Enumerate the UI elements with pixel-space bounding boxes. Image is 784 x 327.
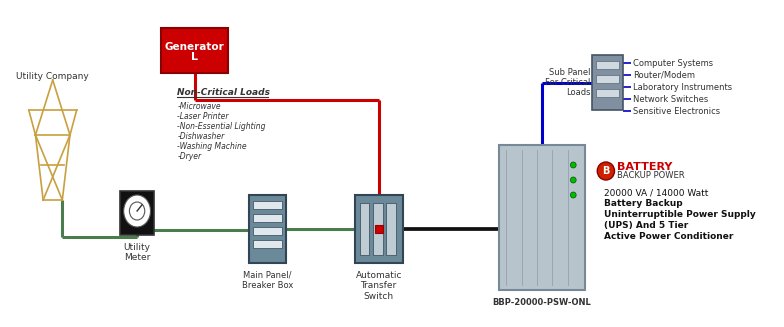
- Text: Utility
Meter: Utility Meter: [124, 243, 151, 262]
- Text: BBP-20000-PSW-ONL: BBP-20000-PSW-ONL: [492, 298, 591, 307]
- Text: Main Panel/
Breaker Box: Main Panel/ Breaker Box: [241, 271, 293, 290]
- Text: -Washing Machine: -Washing Machine: [177, 142, 247, 151]
- Text: -Microwave: -Microwave: [177, 102, 221, 111]
- Text: (UPS) And 5 Tier: (UPS) And 5 Tier: [604, 221, 688, 230]
- FancyBboxPatch shape: [597, 61, 619, 69]
- FancyBboxPatch shape: [593, 55, 623, 110]
- Text: Non-Critical Loads: Non-Critical Loads: [177, 88, 270, 97]
- Ellipse shape: [129, 202, 145, 220]
- Text: Router/Modem: Router/Modem: [633, 71, 695, 79]
- Text: Sensitive Electronics: Sensitive Electronics: [633, 107, 720, 115]
- FancyBboxPatch shape: [360, 203, 369, 255]
- Text: Utility Company: Utility Company: [16, 72, 89, 81]
- Text: Automatic
Transfer
Switch: Automatic Transfer Switch: [355, 271, 402, 301]
- Text: Sub Panel
For Critical
Loads: Sub Panel For Critical Loads: [545, 68, 590, 97]
- Text: Battery Backup: Battery Backup: [604, 199, 683, 208]
- FancyBboxPatch shape: [161, 28, 228, 73]
- Text: Computer Systems: Computer Systems: [633, 59, 713, 67]
- FancyBboxPatch shape: [387, 203, 396, 255]
- Text: BACKUP POWER: BACKUP POWER: [617, 171, 685, 181]
- FancyBboxPatch shape: [375, 225, 383, 233]
- FancyBboxPatch shape: [597, 89, 619, 97]
- Text: Network Switches: Network Switches: [633, 95, 708, 104]
- Text: BATTERY: BATTERY: [617, 162, 673, 172]
- Text: B: B: [602, 166, 610, 176]
- Text: 20000 VA / 14000 Watt: 20000 VA / 14000 Watt: [604, 188, 708, 197]
- FancyBboxPatch shape: [597, 75, 619, 83]
- Ellipse shape: [124, 195, 151, 227]
- FancyBboxPatch shape: [354, 195, 403, 263]
- Circle shape: [571, 162, 576, 168]
- FancyBboxPatch shape: [120, 191, 154, 235]
- Circle shape: [571, 177, 576, 183]
- Circle shape: [571, 192, 576, 198]
- FancyBboxPatch shape: [253, 201, 282, 209]
- FancyBboxPatch shape: [249, 195, 285, 263]
- Text: -Dishwasher: -Dishwasher: [177, 132, 224, 141]
- Text: Laboratory Instruments: Laboratory Instruments: [633, 82, 731, 92]
- FancyBboxPatch shape: [499, 145, 585, 290]
- Text: -Dryer: -Dryer: [177, 152, 201, 161]
- Text: -Non-Essential Lighting: -Non-Essential Lighting: [177, 122, 266, 131]
- Text: Active Power Conditioner: Active Power Conditioner: [604, 232, 733, 241]
- Text: Uninterruptible Power Supply: Uninterruptible Power Supply: [604, 210, 756, 219]
- Text: -Laser Printer: -Laser Printer: [177, 112, 229, 121]
- Text: Generator: Generator: [165, 42, 224, 51]
- FancyBboxPatch shape: [373, 203, 383, 255]
- FancyBboxPatch shape: [253, 214, 282, 222]
- Circle shape: [597, 162, 615, 180]
- FancyBboxPatch shape: [253, 240, 282, 248]
- FancyBboxPatch shape: [253, 227, 282, 235]
- Text: L: L: [191, 53, 198, 62]
